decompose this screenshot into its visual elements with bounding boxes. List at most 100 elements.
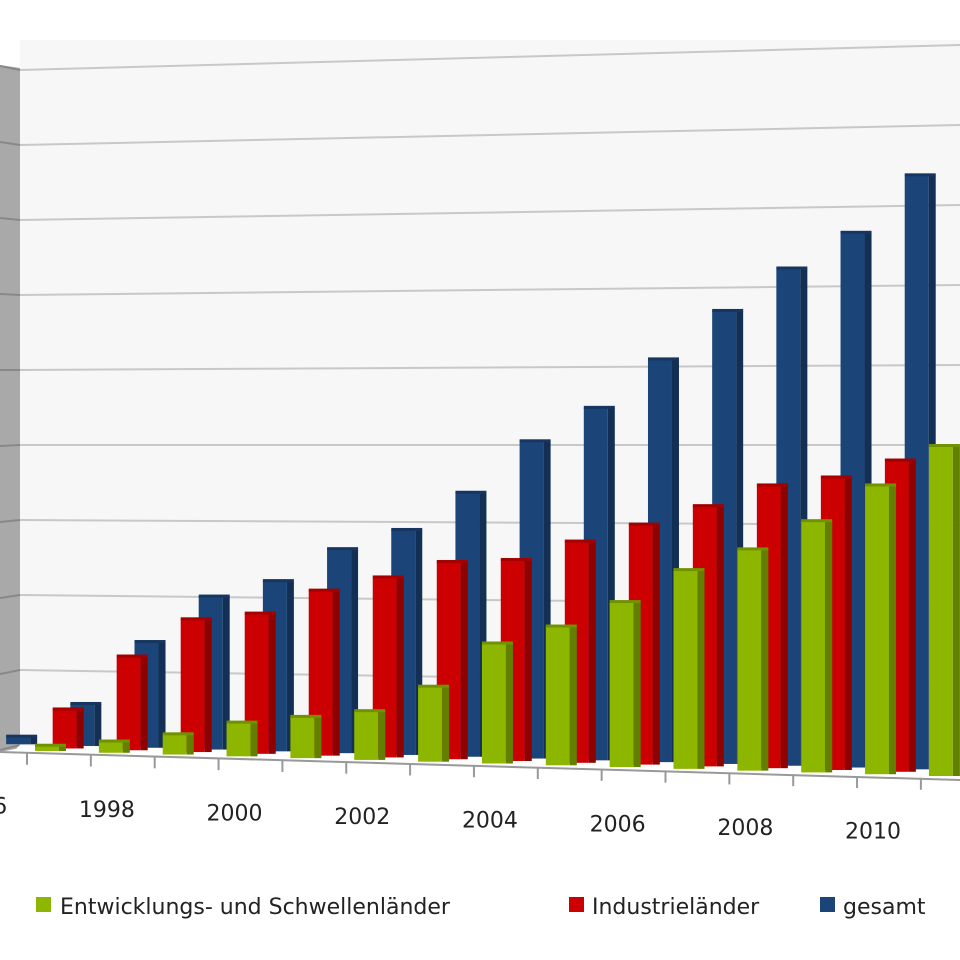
bar-top [904, 173, 936, 177]
bar-side [378, 711, 386, 760]
bar-top [116, 654, 148, 658]
gridline-side [0, 744, 21, 751]
bar-front [928, 446, 953, 777]
bar-top [609, 600, 641, 604]
bars [6, 173, 960, 777]
legend-label-blue: gesamt [843, 895, 926, 920]
bar-entwicklungs--2009 [801, 519, 833, 773]
bar-industrieländer-1998 [116, 654, 148, 751]
bar-side [825, 521, 833, 773]
bar-top [865, 483, 897, 487]
bar-side [780, 485, 788, 769]
bar-side [250, 722, 258, 757]
x-tick-labels: 1996 1998 2000 2002 2004 2006 2008 2010 [0, 794, 901, 844]
bar-top [884, 458, 916, 462]
bar-entwicklungs--2003 [418, 684, 450, 762]
bar-side [204, 619, 212, 753]
bar-front [180, 619, 205, 753]
gridline-side [0, 65, 21, 71]
bar-top [756, 483, 788, 487]
bar-top [198, 594, 230, 598]
bar-top [35, 743, 66, 747]
bar-side [351, 549, 359, 754]
bar-top [737, 547, 769, 551]
x-tick-label: 1996 [0, 794, 7, 819]
bar-side [543, 441, 551, 759]
bar-front [609, 602, 634, 768]
bar-front [865, 485, 890, 775]
bar-entwicklungs--1999 [162, 732, 194, 755]
bar-side [952, 446, 960, 777]
bar-top [628, 522, 660, 526]
bar-entwicklungs--2007 [673, 568, 705, 769]
bar-front [6, 736, 31, 745]
bar-top [418, 684, 450, 688]
bar-side [736, 310, 744, 764]
bar-top [244, 611, 276, 615]
bar-entwicklungs--2005 [545, 624, 577, 766]
gridline-side [0, 519, 21, 523]
legend-label-green: Entwicklungs- und Schwellenländer [60, 895, 451, 920]
bar-top [776, 266, 808, 270]
bar-top [840, 230, 872, 234]
bar-front [226, 722, 251, 757]
bar-industrieländer-1997 [52, 707, 84, 749]
gridline-side [0, 141, 21, 146]
bar-front [737, 549, 762, 771]
bar-top [692, 504, 724, 508]
bar-top [327, 547, 359, 551]
bar-top [70, 701, 102, 705]
bar-side [908, 460, 916, 772]
gridline-side [0, 217, 21, 221]
legend-item-blue[interactable]: gesamt [820, 895, 926, 920]
x-tick-label: 2004 [462, 809, 518, 834]
bar-side [588, 541, 596, 763]
bar-side [94, 703, 102, 746]
gridline-side [0, 293, 21, 296]
bar-side [140, 656, 148, 751]
bar-industrieländer-1999 [180, 617, 212, 753]
bar-top [647, 357, 679, 361]
gridline-side [0, 669, 21, 675]
bar-entwicklungs--2006 [609, 600, 641, 768]
bar-entwicklungs--2008 [737, 547, 769, 771]
bar-front [162, 734, 187, 755]
bar-front [52, 709, 77, 749]
legend-swatch-red [569, 897, 584, 912]
gridline [19, 44, 960, 71]
bar-top [545, 624, 577, 628]
x-tick-label: 2002 [334, 805, 390, 830]
bar-top [52, 707, 84, 711]
bar-top [372, 575, 404, 579]
gridline [19, 124, 960, 146]
bar-entwicklungs--2011 [928, 444, 960, 777]
bar-top [801, 519, 833, 523]
bar-side [158, 642, 166, 748]
bar-side [415, 529, 423, 755]
bar-side [761, 549, 769, 771]
bar-side [569, 626, 577, 766]
x-tick-label: 1998 [79, 798, 135, 823]
bar-side [286, 581, 294, 752]
bar-side [396, 577, 404, 758]
bar-side [76, 709, 84, 749]
bar-side [30, 736, 38, 745]
bar-side [442, 686, 450, 762]
bar-top [564, 539, 596, 543]
bar-side [460, 561, 468, 760]
legend-item-green[interactable]: Entwicklungs- und Schwellenländer [36, 895, 451, 920]
bar-side [844, 477, 852, 770]
legend-swatch-blue [820, 897, 835, 912]
bar-side [716, 506, 724, 767]
bar-side [697, 570, 705, 769]
bar-top [481, 641, 513, 645]
bar-side [332, 590, 340, 756]
bar-side [268, 613, 276, 754]
bar-top [391, 527, 423, 531]
bar-side [505, 643, 513, 764]
bar-side [633, 602, 641, 768]
bar-top [583, 405, 615, 409]
legend-item-red[interactable]: Industrieländer [569, 895, 760, 920]
bar-top [436, 559, 468, 563]
bar-side [222, 596, 230, 750]
